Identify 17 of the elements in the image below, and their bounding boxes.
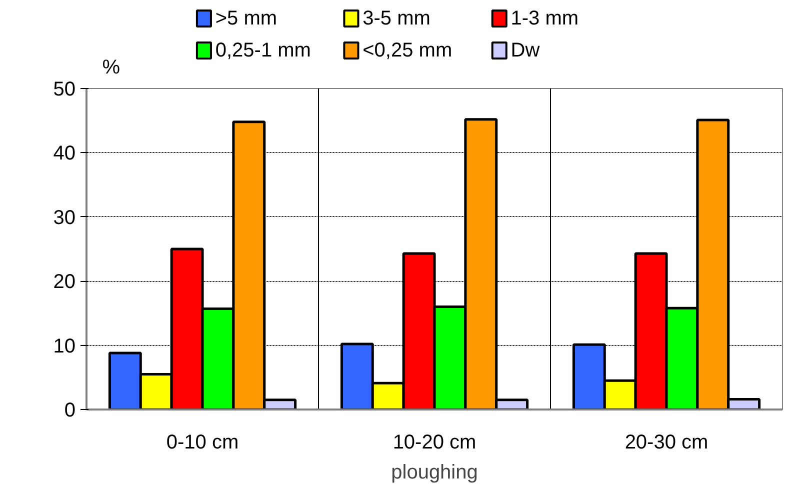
- legend-label: 3-5 mm: [362, 8, 430, 30]
- legend-label: 1-3 mm: [510, 8, 579, 30]
- legend-label: <0,25 mm: [362, 40, 452, 62]
- x-tick-label: 0-10 cm: [166, 432, 239, 454]
- y-tick-label: 10: [53, 335, 76, 358]
- x-tick-label: 20-30 cm: [624, 432, 708, 454]
- y-axis-title: %: [102, 56, 120, 78]
- x-axis-title: ploughing: [391, 462, 478, 484]
- legend-label: Dw: [510, 40, 540, 62]
- legend-label: 0,25-1 mm: [215, 40, 311, 62]
- y-tick-label: 30: [53, 206, 76, 229]
- y-tick-label: 0: [64, 400, 76, 422]
- y-tick-label: 20: [53, 271, 76, 294]
- legend-label: >5 mm: [215, 8, 278, 30]
- x-tick-label: 10-20 cm: [392, 432, 476, 454]
- y-tick-label: 50: [53, 78, 76, 100]
- y-tick-label: 40: [53, 142, 76, 165]
